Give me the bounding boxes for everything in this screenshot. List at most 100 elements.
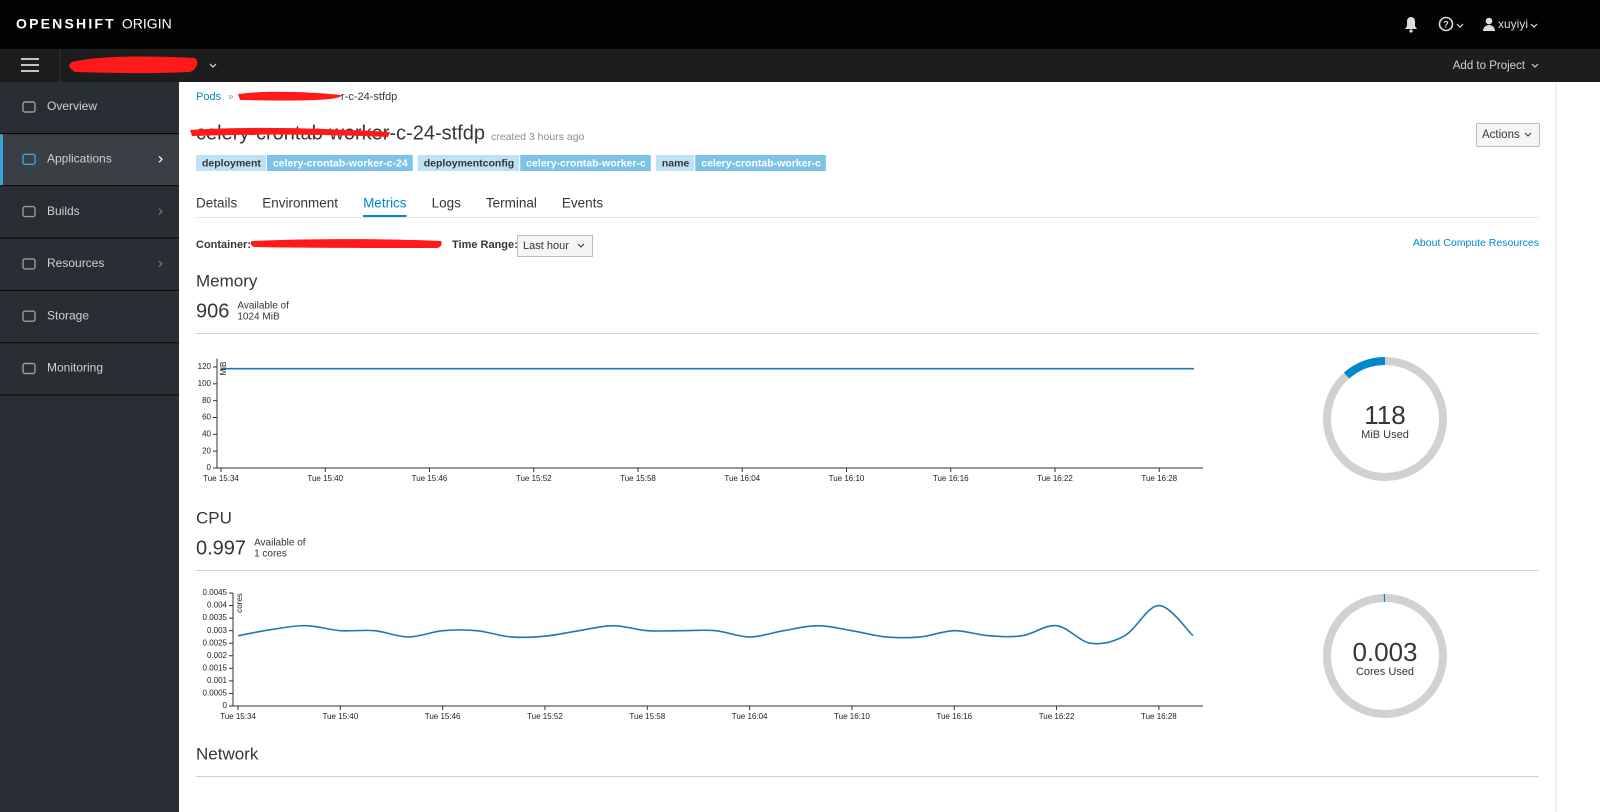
y-tick-label: 60	[202, 413, 211, 422]
y-tick-label: 40	[202, 429, 211, 438]
help-icon[interactable]: ?	[1438, 16, 1464, 32]
project-caret[interactable]	[209, 63, 217, 68]
hamburger[interactable]	[21, 58, 39, 72]
nav-icon	[22, 362, 36, 375]
actions-button[interactable]: Actions	[1476, 123, 1540, 147]
y-tick-label: 0	[223, 701, 228, 710]
tab[interactable]: Terminal	[486, 196, 537, 211]
nav-icon	[22, 310, 36, 322]
masthead	[0, 0, 1600, 49]
y-tick-label: 0.0025	[203, 638, 228, 647]
caret	[1531, 63, 1539, 68]
nav-chevron	[158, 155, 163, 163]
user-name[interactable]: xuyiyi	[1498, 17, 1528, 31]
nav-icon	[22, 101, 36, 113]
available-value: 906	[196, 300, 229, 322]
x-tick-label: Tue 15:58	[629, 712, 665, 721]
y-tick-label: 0.0015	[203, 663, 228, 672]
x-tick-label: Tue 16:28	[1141, 712, 1177, 721]
x-tick-label: Tue 16:28	[1141, 474, 1177, 483]
nav-chevron	[158, 260, 163, 268]
x-tick-label: Tue 15:46	[425, 712, 461, 721]
brand-suffix[interactable]: ORIGIN	[122, 16, 172, 32]
tab[interactable]: Metrics	[363, 196, 407, 211]
available-of: Available of	[254, 538, 306, 549]
limit: 1 cores	[254, 549, 287, 560]
sidebar	[0, 82, 179, 812]
x-tick-label: Tue 15:40	[307, 474, 343, 483]
x-tick-label: Tue 15:34	[203, 474, 239, 483]
project-bar	[0, 49, 1600, 82]
nav-item[interactable]: Storage	[47, 308, 89, 322]
breadcrumb-link[interactable]: Pods	[196, 91, 222, 103]
section-heading: CPU	[196, 508, 232, 527]
tab[interactable]: Details	[196, 196, 238, 211]
y-tick-label: 120	[198, 362, 212, 371]
time-range-value[interactable]: Last hour	[523, 240, 569, 252]
nav-item[interactable]: Applications	[47, 151, 112, 165]
tab-active-underline	[363, 215, 407, 217]
brand[interactable]: OPENSHIFT	[16, 16, 116, 32]
label-value[interactable]: celery-crontab-worker-c	[526, 157, 646, 169]
nav-chevron	[158, 208, 163, 216]
about-link[interactable]: About Compute Resources	[1413, 237, 1539, 249]
y-tick-label: 0.0035	[203, 613, 228, 622]
y-tick-label: 0.003	[207, 626, 228, 635]
nav-active-bar	[0, 134, 3, 186]
y-tick-label: 20	[202, 446, 211, 455]
label-value-bg	[520, 155, 651, 171]
x-tick-label: Tue 16:04	[724, 474, 760, 483]
x-tick-label: Tue 15:34	[220, 712, 256, 721]
label-key-bg	[196, 155, 266, 171]
x-tick-label: Tue 15:46	[412, 474, 448, 483]
nav-active	[0, 134, 179, 186]
user-menu[interactable]: xuyiyi	[1483, 17, 1538, 31]
label-key[interactable]: deployment	[202, 157, 261, 169]
label-key-bg	[417, 155, 520, 171]
label-key[interactable]: name	[662, 157, 690, 169]
y-tick-label: 0.0045	[203, 588, 228, 597]
help-glyph: ?	[1443, 19, 1449, 29]
y-tick-label: 0.004	[207, 601, 228, 610]
container-label: Container:	[196, 239, 251, 251]
tab[interactable]: Environment	[262, 196, 338, 211]
x-tick-label: Tue 16:10	[834, 712, 870, 721]
nav-icon	[22, 153, 36, 166]
redaction	[250, 239, 442, 248]
redaction	[69, 56, 198, 74]
donut-label: Cores Used	[1356, 666, 1414, 678]
y-tick-label: 0	[207, 463, 212, 472]
label-key[interactable]: deploymentconfig	[424, 157, 514, 169]
x-tick-label: Tue 15:52	[516, 474, 552, 483]
label-value[interactable]: celery-crontab-worker-c	[701, 157, 821, 169]
nav-item[interactable]: Resources	[47, 256, 104, 270]
nav-item[interactable]: Overview	[47, 99, 97, 113]
y-tick-label: 0.002	[207, 651, 228, 660]
label-value-bg	[266, 155, 413, 171]
redaction	[238, 91, 342, 101]
x-tick-label: Tue 16:16	[933, 474, 969, 483]
breadcrumb-current: r-c-24-stfdp	[341, 91, 397, 103]
nav-icon	[22, 258, 36, 270]
actions-label[interactable]: Actions	[1482, 129, 1520, 141]
y-tick-label: 0.001	[207, 676, 228, 685]
donut-value: 0.003	[1352, 637, 1417, 667]
nav-item[interactable]: Builds	[47, 204, 80, 218]
breadcrumb-separator: »	[228, 92, 234, 103]
x-tick-label: Tue 15:58	[620, 474, 656, 483]
redaction	[190, 127, 390, 137]
label-key-bg	[655, 155, 695, 171]
series-line	[237, 604, 1194, 645]
x-tick-label: Tue 16:16	[936, 712, 972, 721]
x-tick-label: Tue 15:52	[527, 712, 563, 721]
tab[interactable]: Logs	[432, 196, 462, 211]
label-value[interactable]: celery-crontab-worker-c-24	[273, 157, 408, 169]
tab[interactable]: Events	[562, 196, 604, 211]
add-to-project[interactable]: Add to Project	[1453, 60, 1526, 72]
available-of: Available of	[237, 301, 289, 312]
x-tick-label: Tue 16:22	[1039, 712, 1075, 721]
time-range-select[interactable]: Last hour	[517, 235, 593, 257]
notifications-icon[interactable]	[1405, 17, 1417, 33]
nav-item[interactable]: Monitoring	[47, 361, 103, 375]
time-range-label: Time Range:	[452, 239, 518, 251]
